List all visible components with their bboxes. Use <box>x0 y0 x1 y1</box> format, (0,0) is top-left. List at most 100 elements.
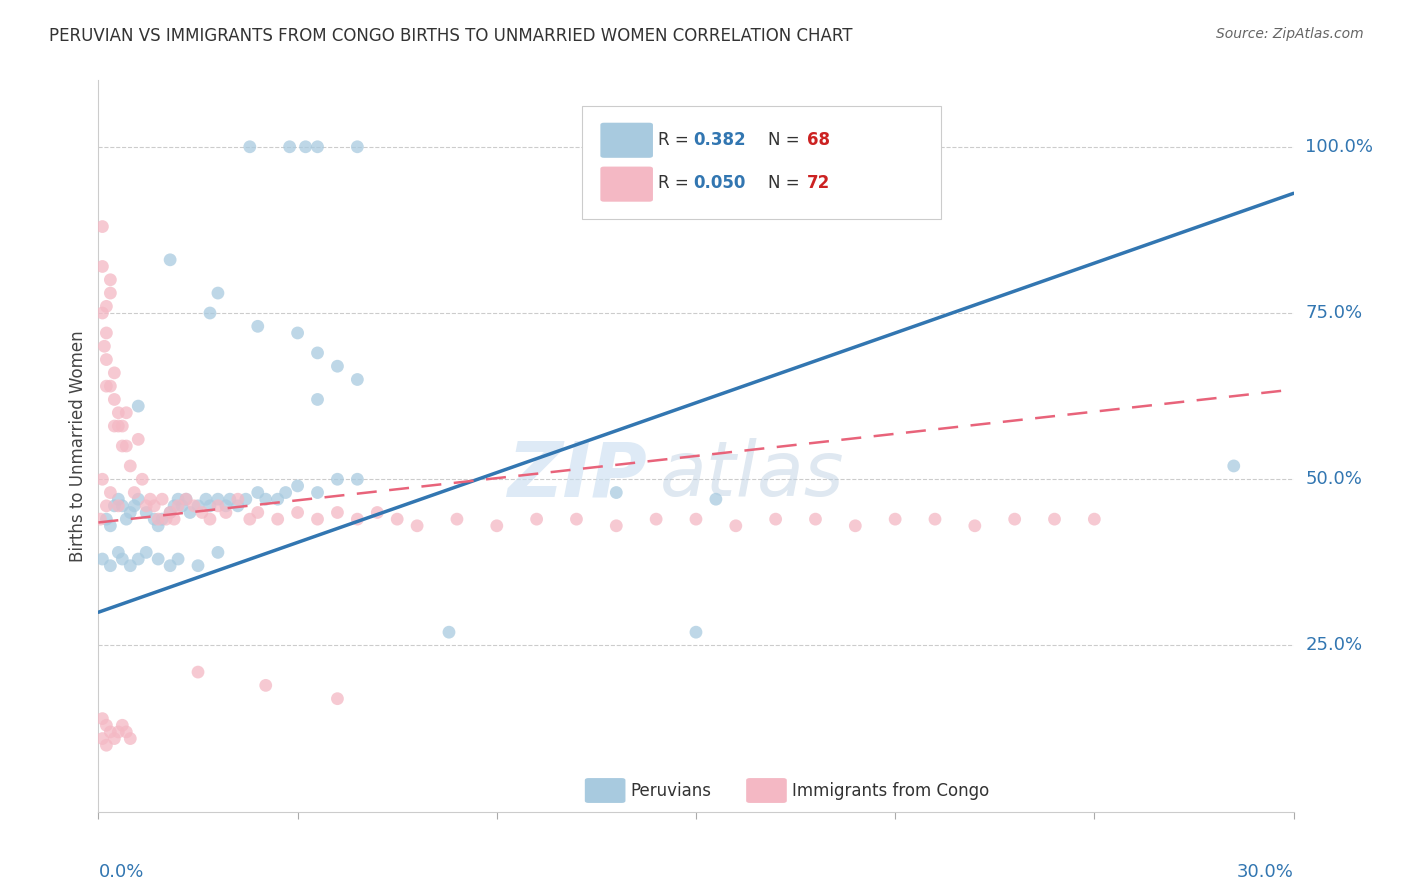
Point <box>159 558 181 573</box>
Text: 0.382: 0.382 <box>693 130 747 149</box>
Point <box>187 558 209 573</box>
Point <box>307 140 329 154</box>
Point <box>91 306 114 320</box>
Point <box>124 485 146 500</box>
Point <box>111 718 134 732</box>
FancyBboxPatch shape <box>600 167 652 202</box>
Text: 68: 68 <box>807 130 830 149</box>
Point <box>135 499 157 513</box>
Point <box>96 299 118 313</box>
Point <box>198 512 221 526</box>
Point <box>287 326 309 340</box>
Point <box>111 552 134 566</box>
Point <box>98 286 122 301</box>
Point <box>326 691 349 706</box>
Point <box>346 372 368 386</box>
Point <box>254 492 277 507</box>
Point <box>174 492 197 507</box>
Text: N =: N = <box>768 175 804 193</box>
Point <box>219 492 242 507</box>
FancyBboxPatch shape <box>582 106 941 219</box>
Point <box>148 552 170 566</box>
Point <box>167 552 190 566</box>
Point <box>294 140 316 154</box>
Point <box>246 485 269 500</box>
Text: 0.0%: 0.0% <box>98 863 143 881</box>
Point <box>96 738 118 752</box>
Point <box>103 392 125 407</box>
Point <box>103 731 125 746</box>
Point <box>844 518 866 533</box>
Point <box>115 406 138 420</box>
Point <box>143 499 166 513</box>
Text: 25.0%: 25.0% <box>1306 637 1362 655</box>
Point <box>91 472 114 486</box>
Point <box>107 545 129 559</box>
Point <box>127 492 149 507</box>
Point <box>127 433 149 447</box>
Point <box>287 506 309 520</box>
Point <box>91 552 114 566</box>
Point <box>179 506 201 520</box>
Point <box>246 319 269 334</box>
Point <box>107 499 129 513</box>
Point <box>195 492 218 507</box>
Point <box>485 518 508 533</box>
Point <box>765 512 787 526</box>
Point <box>103 366 125 380</box>
Point <box>159 506 181 520</box>
Text: Source: ZipAtlas.com: Source: ZipAtlas.com <box>1216 27 1364 41</box>
Point <box>91 712 114 726</box>
Point <box>120 558 142 573</box>
Point <box>1083 512 1105 526</box>
Point <box>111 439 134 453</box>
Point <box>120 731 142 746</box>
Point <box>96 326 118 340</box>
Point <box>366 506 388 520</box>
Point <box>148 518 170 533</box>
Point <box>98 273 122 287</box>
Text: atlas: atlas <box>661 438 845 512</box>
Point <box>96 512 118 526</box>
Point <box>115 512 138 526</box>
Point <box>107 406 129 420</box>
Point <box>172 499 194 513</box>
Point <box>120 506 142 520</box>
Y-axis label: Births to Unmarried Women: Births to Unmarried Women <box>69 330 87 562</box>
Text: N =: N = <box>768 130 804 149</box>
Point <box>326 506 349 520</box>
Point <box>111 499 134 513</box>
Point <box>124 499 146 513</box>
Point <box>274 485 297 500</box>
FancyBboxPatch shape <box>747 778 787 803</box>
Point <box>167 492 190 507</box>
Text: R =: R = <box>658 130 693 149</box>
Text: 50.0%: 50.0% <box>1306 470 1362 488</box>
Point <box>385 512 409 526</box>
Point <box>605 518 627 533</box>
Point <box>1223 458 1246 473</box>
Point <box>155 512 177 526</box>
Point <box>111 419 134 434</box>
Point <box>163 512 186 526</box>
Point <box>150 512 173 526</box>
Point <box>91 731 114 746</box>
Text: 30.0%: 30.0% <box>1237 863 1294 881</box>
Point <box>96 352 118 367</box>
Point <box>287 479 309 493</box>
Text: 72: 72 <box>807 175 831 193</box>
Point <box>96 499 118 513</box>
Point <box>150 492 173 507</box>
Point <box>235 492 257 507</box>
FancyBboxPatch shape <box>585 778 626 803</box>
Point <box>131 472 153 486</box>
Point <box>924 512 946 526</box>
Point <box>278 140 301 154</box>
Text: Peruvians: Peruvians <box>630 781 711 799</box>
Point <box>159 506 181 520</box>
Point <box>645 512 668 526</box>
Point <box>254 678 277 692</box>
Point <box>135 545 157 559</box>
Point <box>215 499 238 513</box>
Point <box>115 725 138 739</box>
